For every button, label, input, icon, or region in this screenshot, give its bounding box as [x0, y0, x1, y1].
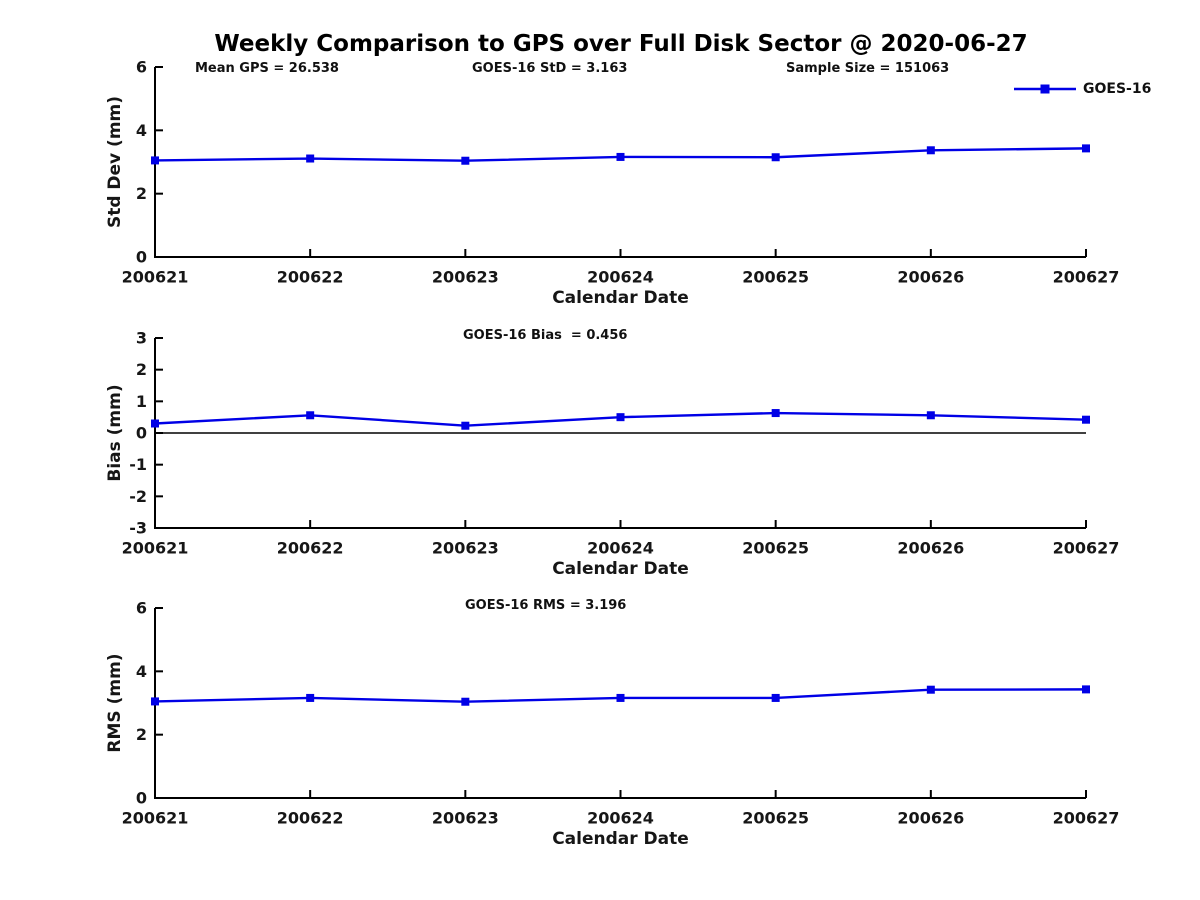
data-point-marker	[616, 413, 625, 422]
y-tick-label: 4	[136, 121, 147, 140]
x-tick-label: 200627	[1053, 539, 1120, 558]
annotation-goes16-std: GOES-16 StD = 3.163	[472, 61, 628, 76]
annotation-mean-gps: Mean GPS = 26.538	[195, 61, 339, 76]
y-tick-label: 4	[136, 662, 147, 681]
data-point-marker	[1082, 685, 1090, 694]
annotation-goes16-rms: GOES-16 RMS = 3.196	[465, 598, 627, 613]
y-tick-label: 6	[136, 58, 147, 77]
data-point-marker	[1082, 144, 1090, 153]
bias-panel: -3 -2 -1 0 1 2 3 200621 200622 200623 200624 200625…	[105, 329, 1119, 580]
data-point-marker	[461, 697, 470, 706]
data-point-marker	[771, 693, 780, 702]
x-tick-label: 200626	[897, 809, 964, 828]
x-tick-label: 200622	[277, 809, 344, 828]
x-tick-label: 200621	[122, 539, 189, 558]
y-tick-label: 2	[136, 184, 147, 203]
rms-panel: 0 2 4 6 200621 200622 200623 200624 200625 200626…	[105, 599, 1119, 850]
data-point-marker	[926, 685, 935, 694]
x-tick-label: 200625	[742, 539, 809, 558]
x-tick-label: 200624	[587, 809, 654, 828]
y-tick-label: 1	[136, 392, 147, 411]
x-tick-label: 200626	[897, 539, 964, 558]
x-tick-label: 200625	[742, 809, 809, 828]
y-axis-label: RMS (mm)	[105, 653, 125, 752]
data-point-marker	[461, 421, 470, 430]
x-axis-label: Calendar Date	[552, 559, 689, 579]
x-tick-label: 200627	[1053, 809, 1120, 828]
data-point-marker	[151, 419, 159, 428]
x-tick-label: 200627	[1053, 268, 1120, 287]
legend-label: GOES-16	[1083, 81, 1152, 97]
x-tick-label: 200623	[432, 809, 499, 828]
y-tick-label: 2	[136, 360, 147, 379]
y-tick-label: 0	[136, 789, 147, 808]
data-point-marker	[771, 409, 780, 418]
x-axis-label: Calendar Date	[552, 829, 689, 849]
x-tick-label: 200624	[587, 268, 654, 287]
data-point-marker	[1082, 415, 1090, 424]
std-dev-panel: 0 2 4 6 200621 200622 200623 200624 200625 200626…	[105, 58, 1119, 309]
y-tick-label: 3	[136, 329, 147, 348]
annotation-goes16-bias: GOES-16 Bias = 0.456	[463, 328, 628, 343]
y-tick-label: -3	[129, 519, 147, 538]
data-point-marker	[616, 693, 625, 702]
legend-square-marker-icon	[1040, 84, 1050, 94]
y-tick-label: 6	[136, 599, 147, 618]
x-axis-label: Calendar Date	[552, 288, 689, 308]
data-point-marker	[926, 411, 935, 420]
y-tick-label: 0	[136, 424, 147, 443]
x-tick-label: 200623	[432, 539, 499, 558]
x-tick-label: 200625	[742, 268, 809, 287]
data-point-marker	[926, 146, 935, 155]
x-tick-label: 200622	[277, 268, 344, 287]
y-axis-label: Bias (mm)	[105, 384, 125, 481]
data-point-marker	[306, 693, 315, 702]
legend-line-marker-icon	[1014, 84, 1076, 94]
data-point-marker	[771, 153, 780, 162]
x-tick-label: 200621	[122, 809, 189, 828]
y-axis-label: Std Dev (mm)	[105, 96, 125, 228]
figure-title: Weekly Comparison to GPS over Full Disk …	[214, 31, 1028, 57]
x-tick-label: 200622	[277, 539, 344, 558]
data-point-marker	[616, 152, 625, 161]
data-point-marker	[306, 411, 315, 420]
y-tick-label: 2	[136, 725, 147, 744]
y-tick-label: -1	[129, 455, 147, 474]
data-point-marker	[151, 156, 159, 165]
x-tick-label: 200626	[897, 268, 964, 287]
data-point-marker	[461, 156, 470, 165]
x-tick-label: 200624	[587, 539, 654, 558]
x-tick-label: 200621	[122, 268, 189, 287]
y-tick-label: -2	[129, 487, 147, 506]
x-tick-label: 200623	[432, 268, 499, 287]
y-tick-label: 0	[136, 248, 147, 267]
data-point-marker	[151, 697, 159, 706]
annotation-sample-size: Sample Size = 151063	[786, 61, 950, 76]
data-point-marker	[306, 154, 315, 163]
legend: GOES-16	[1014, 80, 1151, 98]
